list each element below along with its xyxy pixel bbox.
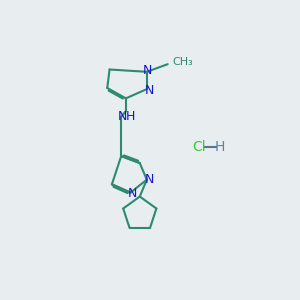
Text: H: H — [125, 110, 135, 123]
Text: N: N — [145, 173, 154, 186]
Text: CH₃: CH₃ — [173, 57, 194, 67]
Text: N: N — [143, 64, 153, 77]
Text: N: N — [128, 187, 137, 200]
Text: H: H — [215, 140, 225, 154]
Text: N: N — [118, 110, 127, 123]
Text: N: N — [144, 84, 154, 97]
Text: Cl: Cl — [192, 140, 206, 154]
